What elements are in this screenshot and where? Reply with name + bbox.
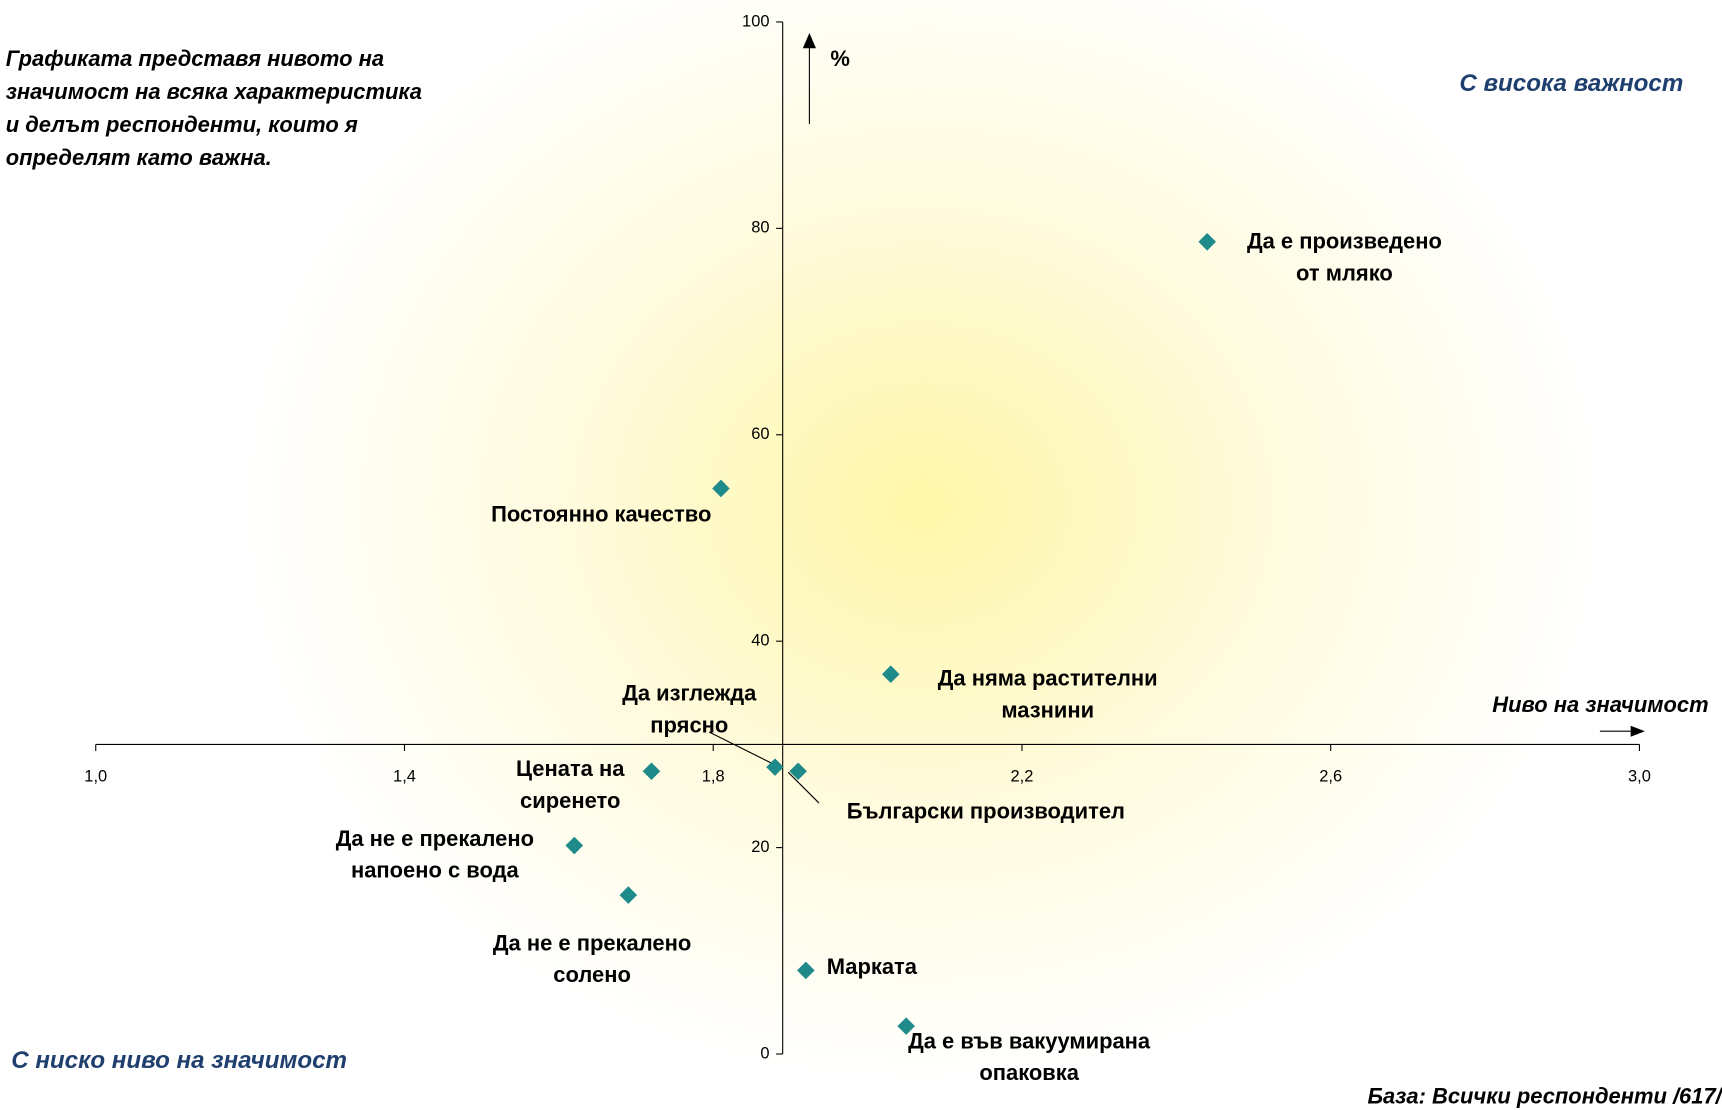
point-label: Български производител xyxy=(847,799,1125,824)
y-arrow-head xyxy=(802,32,816,49)
base-note: База: Всички респонденти /617/ xyxy=(1367,1084,1722,1109)
y-tick-label: 40 xyxy=(751,632,769,650)
point xyxy=(797,961,815,980)
x-tick-label: 1,8 xyxy=(702,768,725,786)
x-axis-label: Ниво на значимост xyxy=(1492,692,1708,717)
point-label: Постоянно качество xyxy=(491,502,711,527)
x-tick-label: 2,2 xyxy=(1011,768,1034,786)
x-tick-label: 2,6 xyxy=(1319,768,1342,786)
point-label: солено xyxy=(553,962,631,987)
point-label: Да е във вакуумирана xyxy=(908,1028,1151,1053)
point-label: напоено с вода xyxy=(351,858,520,883)
point-label: Да няма растителни xyxy=(938,665,1158,690)
note: и делът респонденти, които я xyxy=(6,112,358,137)
y-axis-label: % xyxy=(830,46,850,71)
y-tick-label: 80 xyxy=(751,219,769,237)
x-arrow-head xyxy=(1630,725,1645,737)
point-label: Цената на xyxy=(516,756,625,781)
x-tick-label: 3,0 xyxy=(1628,768,1651,786)
note: определят като важна. xyxy=(6,145,272,170)
zone-label: С висока важност xyxy=(1459,70,1683,97)
y-tick-label: 60 xyxy=(751,425,769,443)
zone-label: С ниско ниво на значимост xyxy=(11,1047,347,1074)
note: Графиката представя нивото на xyxy=(6,46,384,71)
point-label: от мляко xyxy=(1296,261,1393,286)
point xyxy=(642,762,661,781)
point-label: Да не е прекалено xyxy=(336,826,534,851)
point xyxy=(1198,233,1216,251)
point-label: прясно xyxy=(650,712,728,737)
point-label: Марката xyxy=(827,954,918,979)
point-label: сиренето xyxy=(520,788,620,813)
y-tick-label: 100 xyxy=(742,12,769,30)
leader-line xyxy=(708,731,776,766)
point xyxy=(619,886,638,904)
point-label: Да не е прекалено xyxy=(493,930,691,955)
x-tick-label: 1,4 xyxy=(393,768,416,786)
note: значимост на всяка характеристика xyxy=(6,79,422,104)
x-tick-label: 1,0 xyxy=(84,768,107,786)
y-tick-label: 0 xyxy=(760,1044,769,1062)
point-label: опаковка xyxy=(979,1060,1079,1085)
point-label: мазнини xyxy=(1001,697,1094,722)
y-tick-label: 20 xyxy=(751,838,769,856)
point-label: Да изглежда xyxy=(622,680,757,705)
point xyxy=(881,665,900,683)
point-label: Да е произведено xyxy=(1247,229,1442,254)
leader-line xyxy=(787,771,820,804)
